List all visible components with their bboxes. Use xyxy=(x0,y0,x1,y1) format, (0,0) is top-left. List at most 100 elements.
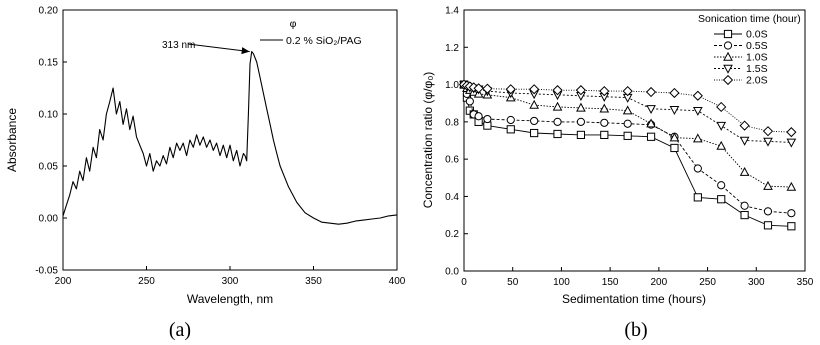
data-point-1.5S xyxy=(669,106,680,115)
data-point-0.0S xyxy=(717,195,726,204)
data-point-2.0S xyxy=(482,83,493,94)
data-point-1.0S xyxy=(763,180,773,190)
b-xtick-label: 300 xyxy=(748,277,765,288)
absorbance-series-line xyxy=(62,51,398,225)
a-xtick-label: 200 xyxy=(55,276,72,287)
plot-frame-b xyxy=(463,9,806,272)
a-ytick-label: 0.05 xyxy=(39,162,59,173)
data-point-2.0S xyxy=(762,126,774,137)
y-ticks-b: 0.0 0.2 0.4 0.6 0.8 1.0 1.2 1.4 xyxy=(445,6,468,278)
data-point-2.0S xyxy=(552,85,563,96)
a-ytick-label: 0.00 xyxy=(39,214,59,225)
annotation-arrowhead xyxy=(241,47,250,55)
data-point-0.0S xyxy=(693,193,702,202)
b-xtick-label: 50 xyxy=(507,277,519,288)
data-point-0.5S xyxy=(787,209,796,218)
panel-label-b: (b) xyxy=(624,319,647,341)
x-ticks-a: 200 250 300 350 400 xyxy=(55,266,406,287)
data-point-2.0S xyxy=(739,120,750,131)
data-point-1.0S xyxy=(622,105,633,115)
data-point-1.0S xyxy=(576,102,586,112)
data-point-0.5S xyxy=(483,114,492,124)
data-point-2.0S xyxy=(669,87,680,99)
data-point-0.0S xyxy=(670,143,679,153)
data-point-0.0S xyxy=(553,129,562,139)
data-point-1.0S xyxy=(646,118,656,128)
data-point-0.0S xyxy=(623,131,632,140)
data-point-0.0S xyxy=(763,221,773,230)
x-ticks-b: 0 50 100 150 200 250 300 350 xyxy=(461,267,814,288)
b-ytick-label: 0.8 xyxy=(445,117,459,128)
y-axis-label-b: Concentration ratio (φ/φ₀) xyxy=(421,72,435,209)
b-xtick-label: 150 xyxy=(602,277,619,288)
b-ytick-label: 0.0 xyxy=(445,267,459,278)
data-point-0.0S xyxy=(646,132,656,141)
data-point-0.5S xyxy=(530,116,539,126)
data-point-0.0S xyxy=(600,130,609,140)
data-point-1.5S xyxy=(786,138,797,148)
data-point-2.0S xyxy=(505,84,516,95)
data-point-2.0S xyxy=(622,85,633,97)
data-point-0.0S xyxy=(740,210,749,220)
data-point-2.0S xyxy=(692,90,703,101)
data-point-0.5S xyxy=(465,97,474,106)
legend-label-1.0S: 1.0S xyxy=(746,52,768,64)
series-2.0S xyxy=(458,79,797,138)
data-point-1.0S xyxy=(739,166,750,176)
b-ytick-label: 0.6 xyxy=(445,155,459,166)
data-point-1.5S xyxy=(692,106,703,116)
a-ytick-label: 0.10 xyxy=(39,110,59,121)
data-point-0.0S xyxy=(506,125,515,134)
b-xtick-label: 0 xyxy=(461,277,467,288)
a-ytick-label: 0.20 xyxy=(39,6,59,17)
legend-label-0.0S: 0.0S xyxy=(746,29,768,41)
b-xtick-label: 250 xyxy=(699,277,716,288)
legend-entry-sample: 0.2 % SiO₂/PAG xyxy=(286,35,362,47)
legend-marker-1.5S xyxy=(723,64,733,74)
a-ytick-label: -0.05 xyxy=(35,266,58,277)
data-point-1.0S xyxy=(786,181,797,191)
series-line-0.5S xyxy=(463,84,792,214)
b-ytick-label: 1.4 xyxy=(445,6,459,17)
y-ticks-a: -0.05 0.00 0.05 0.10 0.15 0.20 xyxy=(35,6,67,277)
data-point-0.5S xyxy=(553,117,562,126)
legend-symbol-phi: φ xyxy=(290,18,297,30)
data-point-1.5S xyxy=(763,137,773,147)
b-xtick-label: 200 xyxy=(651,277,668,288)
data-point-0.5S xyxy=(506,115,515,125)
y-axis-label-a: Absorbance xyxy=(5,108,19,172)
data-point-0.0S xyxy=(787,222,796,231)
concentration-series xyxy=(458,79,797,231)
b-xtick-label: 350 xyxy=(797,277,814,288)
data-point-2.0S xyxy=(645,86,657,98)
a-xtick-label: 400 xyxy=(389,276,406,287)
absorbance-chart: 200 250 300 350 400 -0.05 0.00 0.05 0.10 0.15 0.2… xyxy=(5,6,406,342)
annotation-313nm: 313 nm xyxy=(162,40,195,51)
series-0.5S xyxy=(459,80,796,218)
legend-label-1.5S: 1.5S xyxy=(746,63,768,75)
data-point-2.0S xyxy=(716,101,727,113)
legend-marker-0.5S xyxy=(723,41,733,50)
data-point-2.0S xyxy=(473,83,484,94)
annotation-arrow xyxy=(187,43,250,53)
data-point-0.5S xyxy=(600,118,609,127)
panel-label-a: (a) xyxy=(169,319,191,341)
concentration-chart: 0 50 100 150 200 250 300 350 0.0 0.2 0.4 0.6 0.8 1.0… xyxy=(421,6,814,342)
a-xtick-label: 300 xyxy=(222,276,239,287)
data-point-0.5S xyxy=(717,181,726,190)
data-point-1.0S xyxy=(552,101,563,111)
a-ytick-label: 0.15 xyxy=(39,58,59,69)
b-ytick-label: 0.4 xyxy=(445,192,459,203)
data-point-1.0S xyxy=(599,103,610,113)
data-point-1.0S xyxy=(692,133,703,143)
legend-marker-0.0S xyxy=(723,29,733,39)
b-ytick-label: 1.0 xyxy=(445,80,459,91)
x-axis-label-a: Wavelength, nm xyxy=(187,292,273,306)
data-point-1.5S xyxy=(716,121,727,131)
data-point-1.0S xyxy=(716,140,727,150)
legend-marker-1.0S xyxy=(723,51,733,61)
data-point-0.5S xyxy=(623,119,632,128)
data-point-0.0S xyxy=(530,128,539,138)
data-point-0.5S xyxy=(474,112,483,121)
